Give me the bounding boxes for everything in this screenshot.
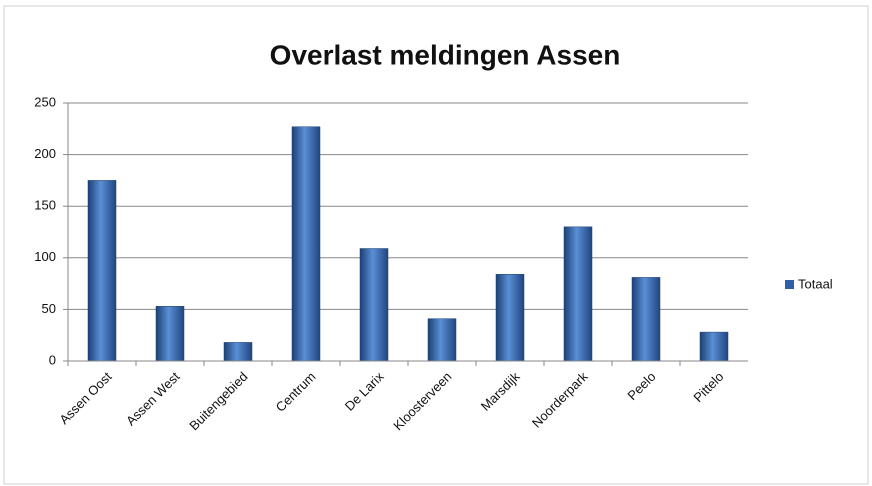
- y-tick-label: 150: [34, 198, 56, 213]
- bar: [155, 306, 185, 362]
- bar: [427, 318, 457, 362]
- bar: [223, 342, 253, 362]
- legend-label: Totaal: [798, 276, 833, 291]
- bar: [631, 277, 661, 362]
- bar: [87, 180, 117, 362]
- y-tick-label: 0: [49, 352, 56, 367]
- chart-frame: [3, 5, 869, 485]
- chart-title: Overlast meldingen Assen: [270, 39, 621, 70]
- bar: [291, 126, 321, 362]
- y-tick-label: 50: [42, 301, 56, 316]
- bar: [563, 226, 593, 362]
- legend-swatch: [785, 280, 794, 289]
- bar: [699, 331, 729, 362]
- y-tick-label: 100: [34, 249, 56, 264]
- bar: [495, 274, 525, 362]
- y-tick-label: 200: [34, 146, 56, 161]
- y-tick-label: 250: [34, 94, 56, 109]
- bar: [359, 248, 389, 362]
